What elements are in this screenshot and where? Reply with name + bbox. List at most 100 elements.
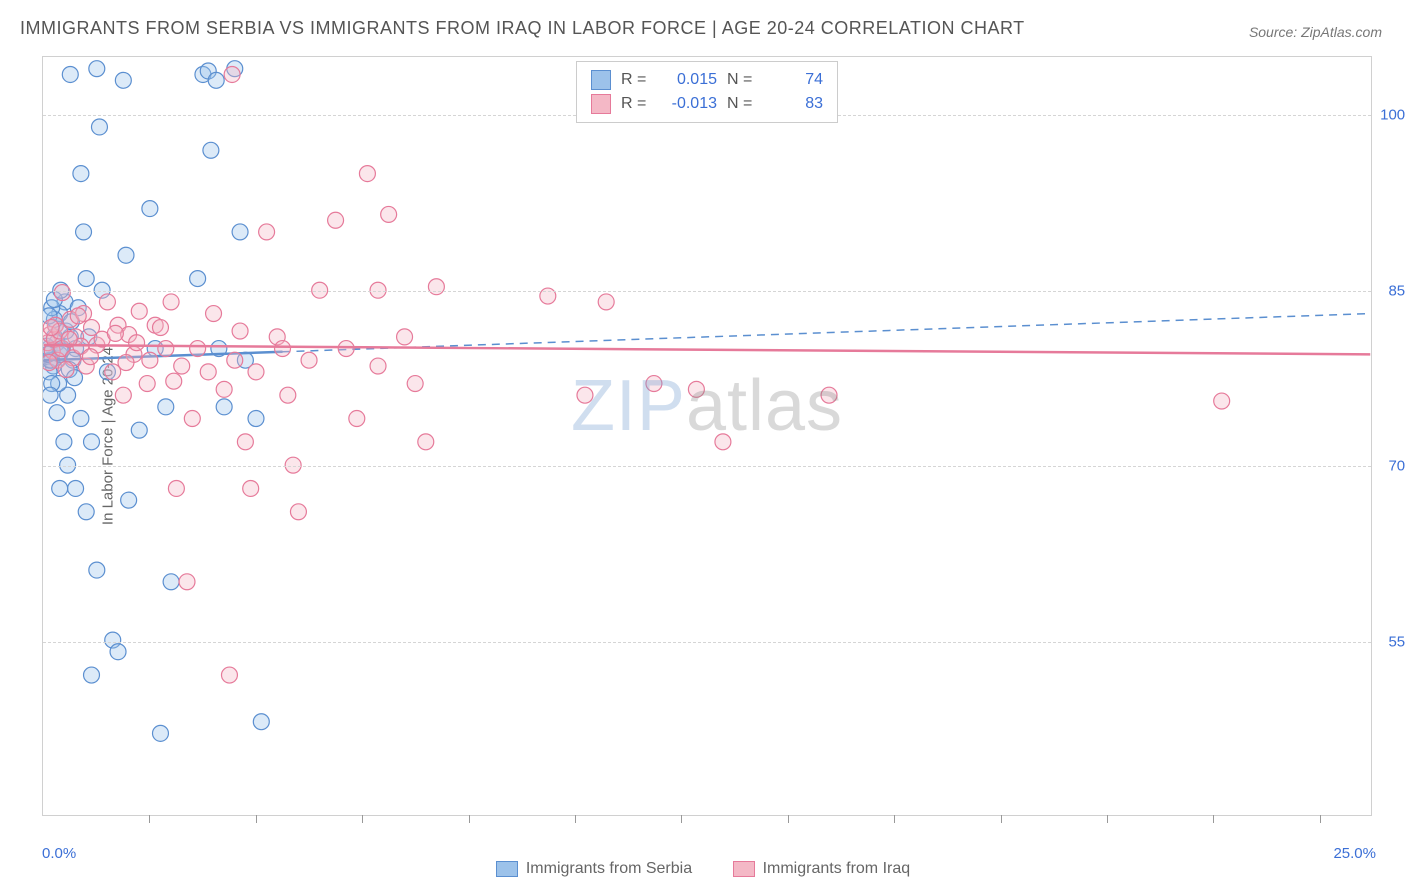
serbia-point (52, 480, 68, 496)
serbia-point (190, 271, 206, 287)
swatch-serbia-icon (496, 861, 518, 877)
iraq-point (338, 341, 354, 357)
r-label: R = (621, 71, 649, 89)
iraq-point (646, 376, 662, 392)
iraq-point (280, 387, 296, 403)
serbia-point (253, 714, 269, 730)
serbia-point (203, 142, 219, 158)
source-label: Source: ZipAtlas.com (1249, 24, 1382, 40)
iraq-point (232, 323, 248, 339)
serbia-point (43, 387, 58, 403)
iraq-r-value: -0.013 (659, 95, 717, 113)
iraq-point (142, 352, 158, 368)
n-label: N = (727, 95, 755, 113)
iraq-point (168, 480, 184, 496)
legend-item-iraq: Immigrants from Iraq (733, 860, 911, 878)
legend-row-serbia: R = 0.015 N = 74 (591, 68, 823, 92)
serbia-point (60, 457, 76, 473)
iraq-point (190, 341, 206, 357)
iraq-point (163, 294, 179, 310)
iraq-point (158, 341, 174, 357)
iraq-point (598, 294, 614, 310)
iraq-point (821, 387, 837, 403)
iraq-point (179, 574, 195, 590)
swatch-iraq-icon (733, 861, 755, 877)
serbia-point (91, 119, 107, 135)
iraq-point (407, 376, 423, 392)
iraq-point (349, 411, 365, 427)
iraq-point (82, 349, 98, 365)
serbia-point (153, 725, 169, 741)
legend-item-serbia: Immigrants from Serbia (496, 860, 692, 878)
correlation-legend: R = 0.015 N = 74 R = -0.013 N = 83 (576, 61, 838, 123)
iraq-point (248, 364, 264, 380)
scatter-plot (43, 57, 1371, 815)
serbia-point (56, 434, 72, 450)
serbia-trend-dashed (283, 314, 1371, 352)
iraq-point (359, 166, 375, 182)
serbia-point (89, 61, 105, 77)
x-min-label: 0.0% (42, 845, 76, 862)
iraq-n-value: 83 (765, 95, 823, 113)
serbia-point (62, 67, 78, 83)
series-legend: Immigrants from Serbia Immigrants from I… (0, 860, 1406, 882)
serbia-point (89, 562, 105, 578)
iraq-point (174, 358, 190, 374)
iraq-point (243, 480, 259, 496)
serbia-n-value: 74 (765, 71, 823, 89)
iraq-point (54, 285, 70, 301)
iraq-point (206, 306, 222, 322)
iraq-point (216, 381, 232, 397)
serbia-point (49, 405, 65, 421)
chart-area: In Labor Force | Age 20-24 ZIPatlas R = … (42, 56, 1372, 816)
iraq-point (224, 67, 240, 83)
serbia-point (84, 434, 100, 450)
iraq-point (107, 325, 123, 341)
y-tick-label: 70.0% (1388, 458, 1406, 475)
iraq-point (418, 434, 434, 450)
iraq-point (285, 457, 301, 473)
iraq-point (328, 212, 344, 228)
iraq-point (428, 279, 444, 295)
serbia-point (232, 224, 248, 240)
legend-row-iraq: R = -0.013 N = 83 (591, 92, 823, 116)
serbia-point (76, 224, 92, 240)
swatch-iraq (591, 94, 611, 114)
swatch-serbia (591, 70, 611, 90)
serbia-point (163, 574, 179, 590)
iraq-point (166, 373, 182, 389)
serbia-point (78, 504, 94, 520)
iraq-point (153, 320, 169, 336)
iraq-point (290, 504, 306, 520)
y-tick-label: 85.0% (1388, 282, 1406, 299)
r-label: R = (621, 95, 649, 113)
y-tick-label: 100.0% (1380, 107, 1406, 124)
iraq-point (70, 308, 86, 324)
serbia-point (142, 201, 158, 217)
serbia-point (78, 271, 94, 287)
serbia-point (208, 72, 224, 88)
iraq-point (131, 303, 147, 319)
serbia-point (73, 166, 89, 182)
n-label: N = (727, 71, 755, 89)
iraq-point (259, 224, 275, 240)
iraq-point (43, 355, 57, 371)
x-max-label: 25.0% (1333, 845, 1376, 862)
serbia-point (158, 399, 174, 415)
iraq-point (397, 329, 413, 345)
serbia-label: Immigrants from Serbia (526, 860, 692, 878)
serbia-point (131, 422, 147, 438)
iraq-point (275, 341, 291, 357)
iraq-point (43, 320, 59, 336)
serbia-point (73, 411, 89, 427)
iraq-point (237, 434, 253, 450)
serbia-point (121, 492, 137, 508)
serbia-point (118, 247, 134, 263)
iraq-point (139, 376, 155, 392)
iraq-point (688, 381, 704, 397)
serbia-point (84, 667, 100, 683)
iraq-point (58, 362, 74, 378)
iraq-point (381, 206, 397, 222)
iraq-point (184, 411, 200, 427)
iraq-point (715, 434, 731, 450)
